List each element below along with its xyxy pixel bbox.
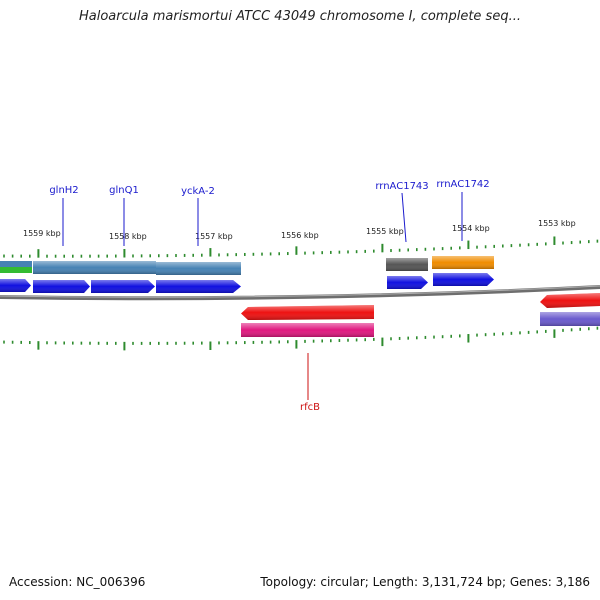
topology-summary: Topology: circular; Length: 3,131,724 bp… (260, 575, 590, 589)
gene-label-rfcB[interactable]: rfcB (300, 402, 320, 413)
gene-label-glnQ1[interactable]: glnQ1 (109, 185, 139, 196)
steel-feature-left[interactable] (0, 261, 32, 267)
gene-label-rrnAC1743[interactable]: rrnAC1743 (375, 181, 428, 192)
gene-label-yckA-2[interactable]: yckA-2 (181, 186, 215, 197)
ruler-ticks-forward (3, 236, 599, 258)
feature-row-outer-forward (0, 256, 494, 275)
kbp-label-1555: 1555 kbp (366, 227, 404, 236)
feature-row-inner-forward (0, 273, 494, 293)
kbp-label-1554: 1554 kbp (452, 224, 490, 233)
ruler-ticks-reverse (3, 326, 599, 351)
kbp-label-1558: 1558 kbp (109, 232, 147, 241)
label-leader-lines (62, 192, 463, 400)
kbp-label-1557: 1557 kbp (195, 232, 233, 241)
accession-text: Accession: NC_006396 (9, 575, 146, 589)
kbp-label-1559: 1559 kbp (23, 229, 61, 238)
map-title: Haloarcula marismortui ATCC 43049 chromo… (79, 9, 521, 24)
feature-row-reverse (241, 293, 600, 337)
kbp-label-1553: 1553 kbp (538, 219, 576, 228)
kbp-label-1556: 1556 kbp (281, 231, 319, 240)
gene-label-glnH2[interactable]: glnH2 (49, 185, 78, 196)
gene-label-rrnAC1742[interactable]: rrnAC1742 (436, 179, 489, 190)
green-feature-left[interactable] (0, 266, 32, 273)
chromosome-backbone (0, 285, 600, 301)
